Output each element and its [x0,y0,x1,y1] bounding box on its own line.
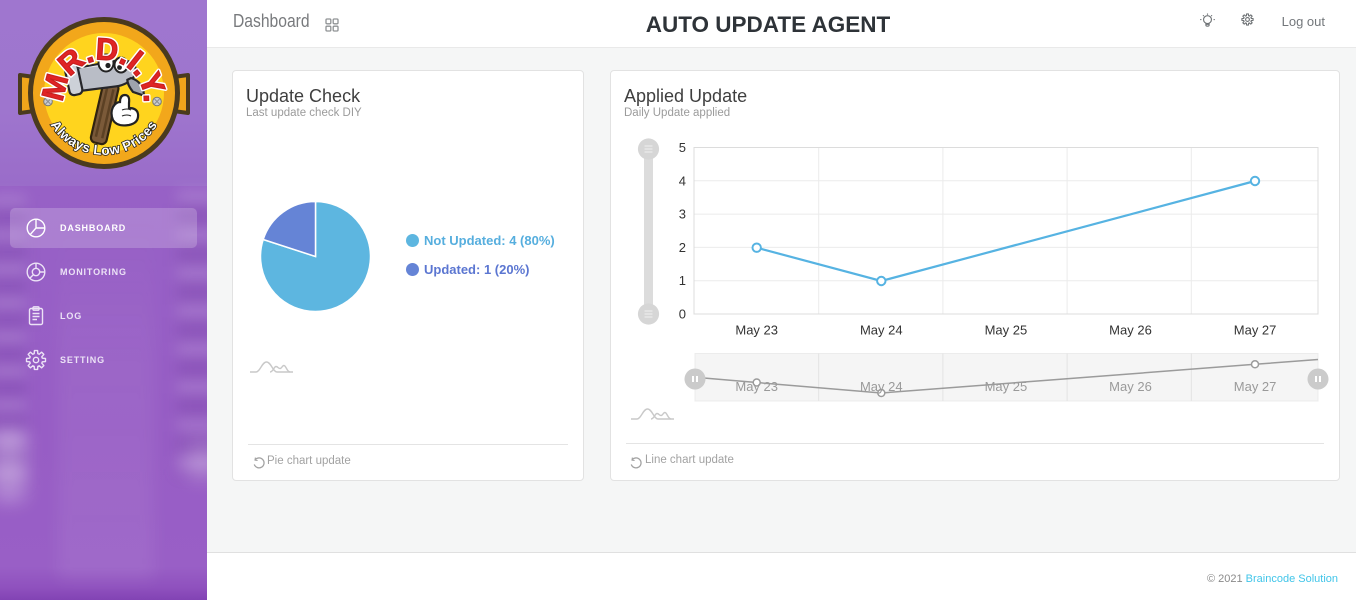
svg-text:May 24: May 24 [860,323,903,338]
svg-text:May 26: May 26 [1109,379,1152,394]
svg-text:2: 2 [679,240,686,255]
svg-text:May 27: May 27 [1234,323,1277,338]
svg-text:3: 3 [679,207,686,222]
svg-text:May 23: May 23 [735,379,778,394]
svg-text:May 25: May 25 [985,379,1028,394]
svg-text:May 24: May 24 [860,379,903,394]
svg-text:May 23: May 23 [735,323,778,338]
svg-text:May 25: May 25 [985,323,1028,338]
svg-text:May 27: May 27 [1234,379,1277,394]
svg-text:1: 1 [679,273,686,288]
svg-text:0: 0 [679,307,686,322]
svg-text:5: 5 [679,140,686,155]
svg-text:May 26: May 26 [1109,323,1152,338]
svg-text:4: 4 [679,173,686,188]
